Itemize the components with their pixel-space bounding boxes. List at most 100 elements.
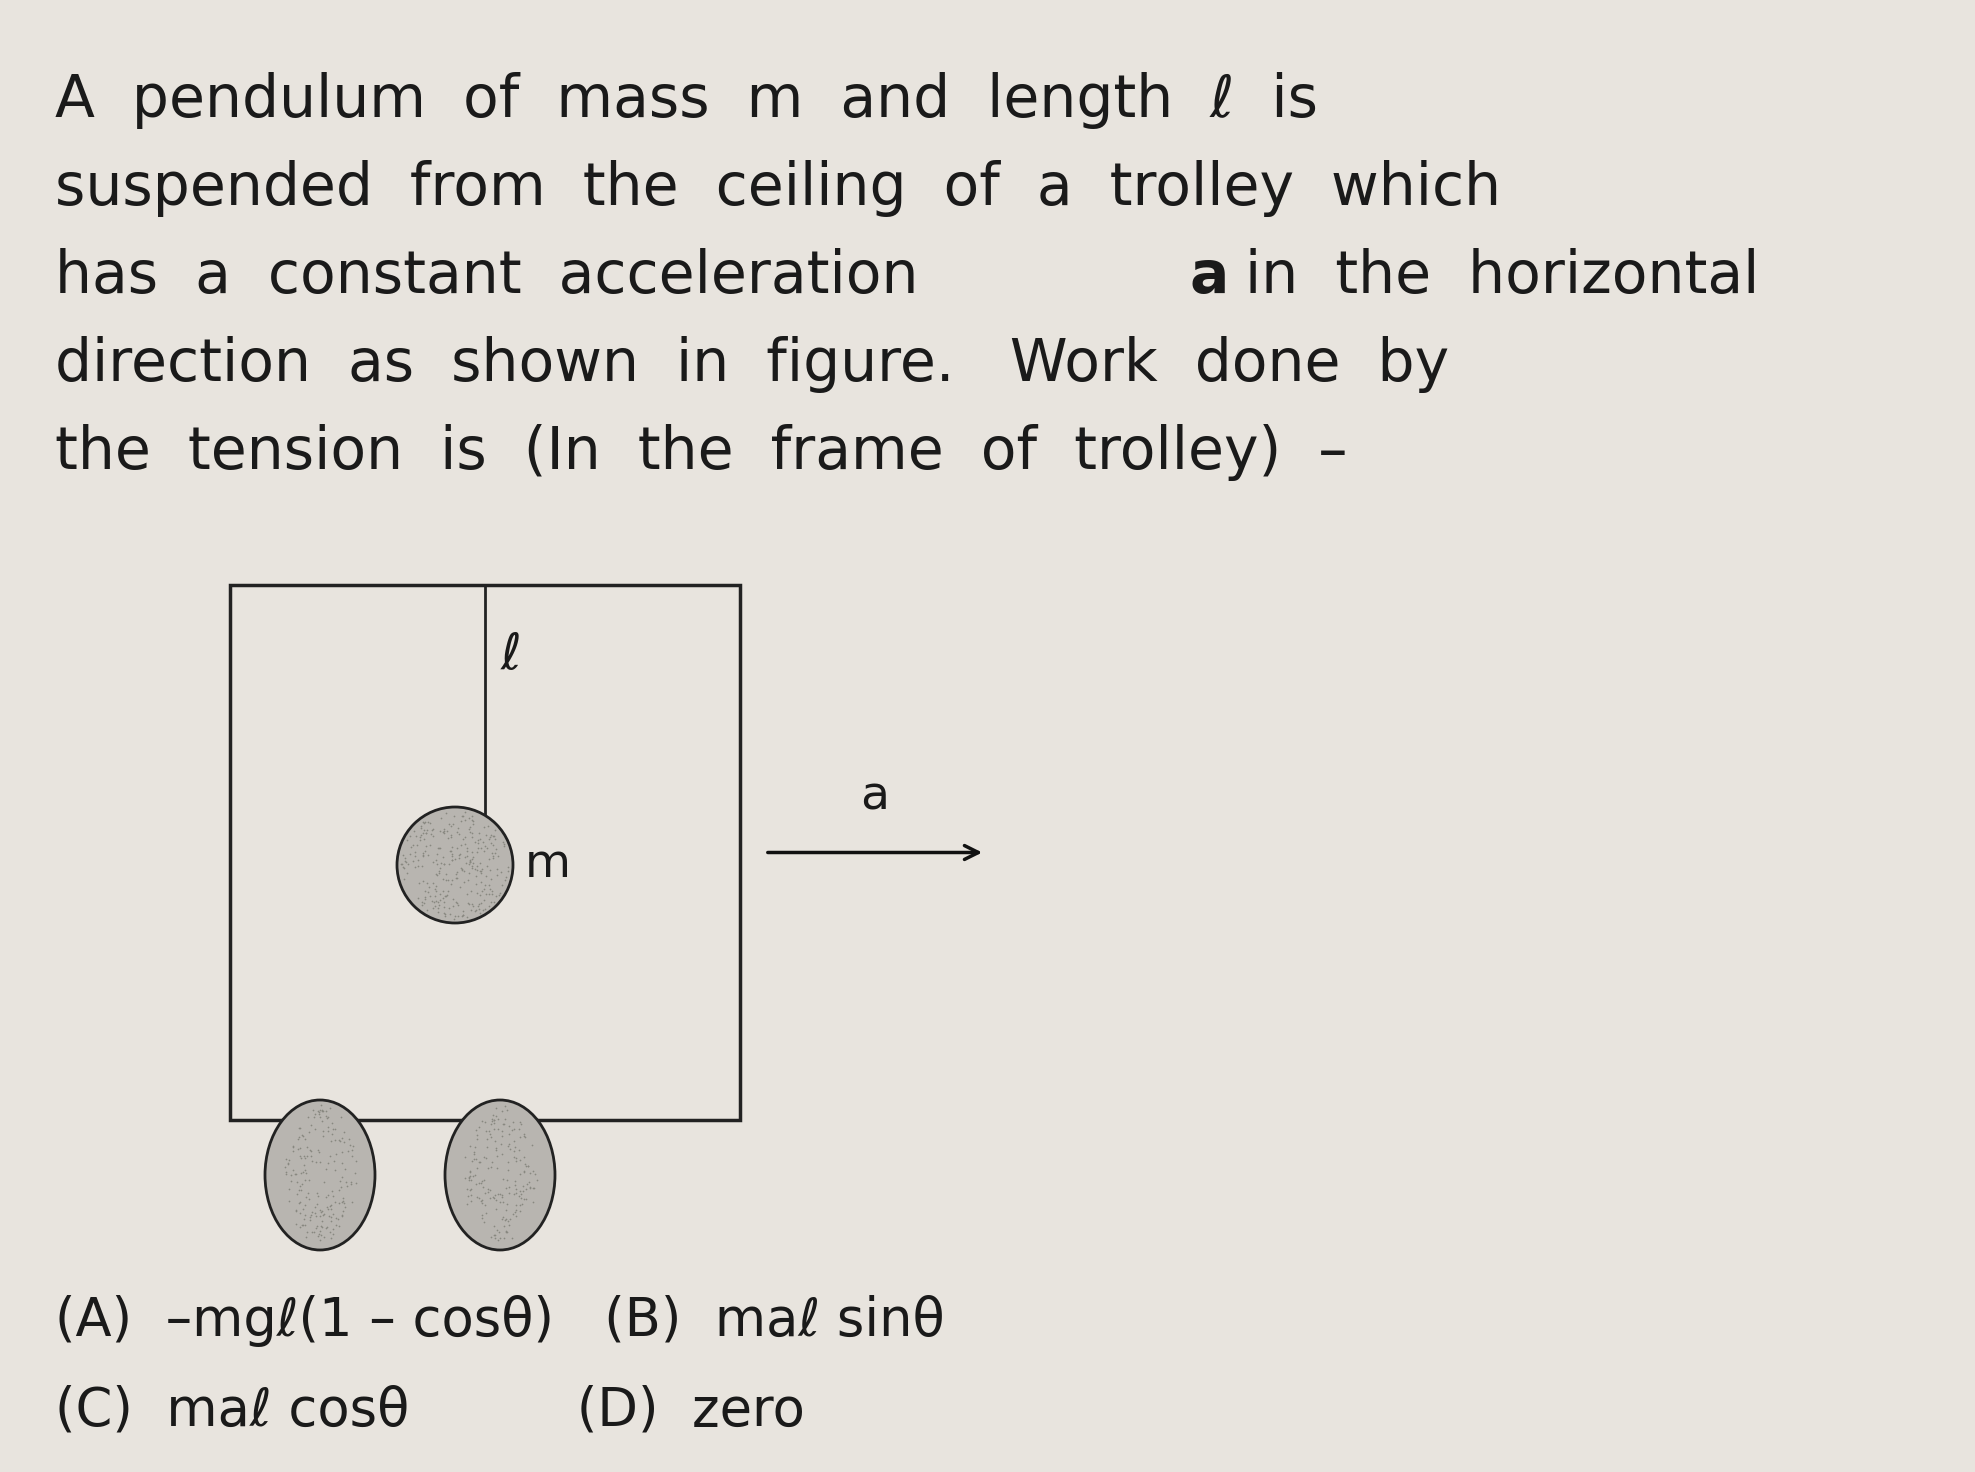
Point [504, 1110, 535, 1133]
Point [300, 1103, 332, 1126]
Point [488, 1191, 519, 1214]
Point [462, 1186, 494, 1210]
Point [456, 813, 488, 836]
Point [474, 891, 506, 914]
Point [454, 852, 486, 876]
Text: a: a [861, 774, 889, 820]
Point [306, 1223, 338, 1247]
Point [298, 1201, 330, 1225]
Point [458, 1139, 490, 1163]
Point [306, 1200, 338, 1223]
Text: (C)  maℓ cosθ          (D)  zero: (C) maℓ cosθ (D) zero [55, 1385, 806, 1437]
Point [440, 863, 472, 886]
Point [450, 1167, 482, 1191]
Point [312, 1151, 344, 1175]
Point [273, 1189, 304, 1213]
Point [340, 1172, 371, 1195]
Point [304, 1204, 336, 1228]
Point [464, 836, 496, 860]
Point [330, 1170, 361, 1194]
Point [462, 1150, 494, 1173]
Point [314, 1198, 346, 1222]
Point [312, 1195, 344, 1219]
Point [415, 811, 446, 835]
Point [302, 1141, 334, 1164]
Point [312, 1183, 344, 1207]
Point [316, 1226, 348, 1250]
Point [498, 1111, 529, 1135]
Point [409, 879, 440, 902]
Point [391, 829, 423, 852]
Point [438, 848, 470, 871]
Point [288, 1158, 320, 1182]
Point [433, 852, 464, 876]
Point [296, 1139, 328, 1163]
Point [482, 1217, 514, 1241]
Point [456, 848, 488, 871]
Point [288, 1207, 320, 1231]
Point [460, 873, 492, 896]
Point [486, 873, 517, 896]
Point [288, 1197, 320, 1220]
Point [300, 1195, 332, 1219]
Point [480, 1226, 512, 1250]
Point [284, 1117, 316, 1141]
Point [500, 1178, 531, 1201]
Point [486, 1100, 517, 1123]
Point [510, 1125, 541, 1148]
Point [470, 1201, 502, 1225]
Point [290, 1213, 322, 1236]
Point [515, 1133, 547, 1157]
Point [454, 849, 486, 873]
Point [460, 854, 492, 877]
Point [504, 1194, 535, 1217]
Point [482, 1117, 514, 1141]
Point [500, 1181, 531, 1204]
Point [466, 1203, 498, 1226]
Text: m: m [525, 842, 571, 888]
Point [273, 1153, 304, 1176]
Point [442, 843, 474, 867]
Point [312, 1105, 344, 1129]
Point [458, 899, 490, 923]
Point [304, 1098, 336, 1122]
Point [421, 863, 452, 886]
Point [506, 1182, 537, 1206]
Point [336, 1172, 367, 1195]
Point [508, 1179, 539, 1203]
Point [478, 1129, 510, 1153]
Point [517, 1191, 549, 1214]
Point [336, 1189, 367, 1213]
Point [405, 817, 436, 841]
Text: (A)  –mgℓ(1 – cosθ)   (B)  maℓ sinθ: (A) –mgℓ(1 – cosθ) (B) maℓ sinθ [55, 1295, 944, 1347]
Point [478, 1186, 510, 1210]
Point [397, 818, 429, 842]
Point [423, 901, 454, 924]
Point [490, 1207, 521, 1231]
Point [504, 1125, 535, 1148]
Point [500, 1201, 531, 1225]
Point [462, 829, 494, 852]
Point [480, 1104, 512, 1128]
Point [500, 1198, 531, 1222]
Point [470, 1126, 502, 1150]
Point [340, 1161, 371, 1185]
Point [316, 1111, 348, 1135]
Point [498, 1139, 529, 1163]
Point [314, 1144, 346, 1167]
Point [434, 839, 466, 863]
Point [302, 1138, 334, 1161]
Point [512, 1154, 543, 1178]
Point [510, 1153, 541, 1176]
Point [474, 823, 506, 846]
Point [504, 1179, 535, 1203]
Point [433, 883, 464, 907]
Point [405, 891, 436, 914]
Point [318, 1128, 350, 1151]
Point [446, 857, 478, 880]
Point [403, 848, 434, 871]
Point [498, 1129, 529, 1153]
Point [421, 848, 452, 871]
Point [478, 833, 510, 857]
Point [340, 1148, 371, 1172]
